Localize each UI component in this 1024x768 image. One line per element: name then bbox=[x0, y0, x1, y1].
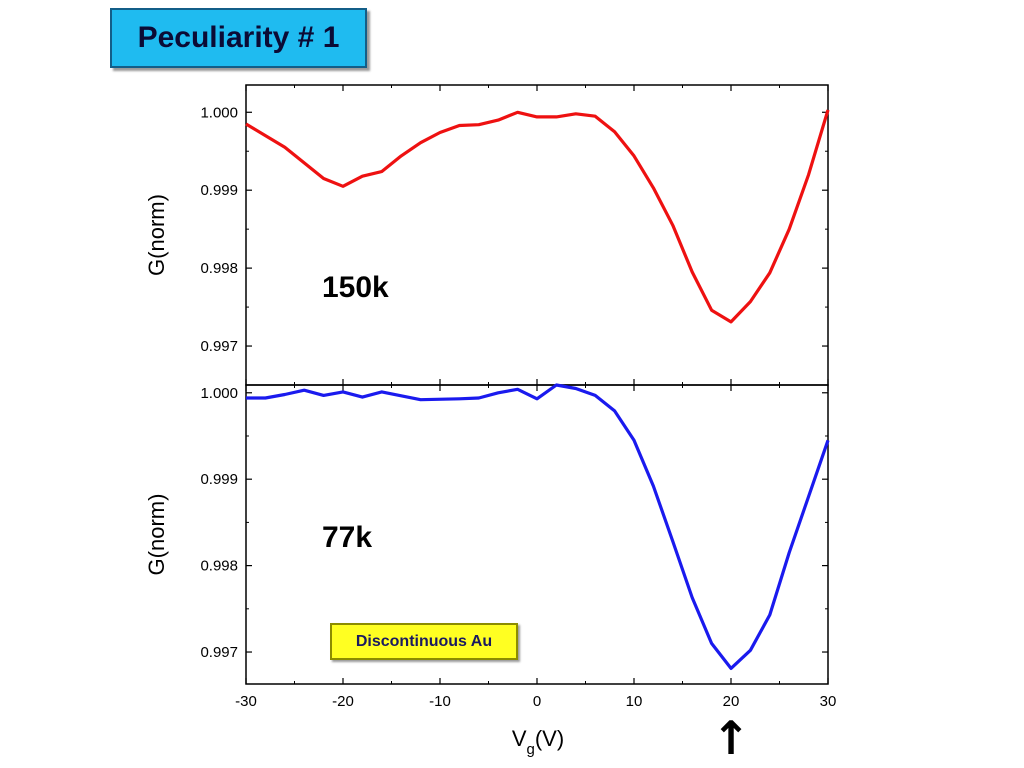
y-tick-label: 0.998 bbox=[200, 558, 238, 575]
y-tick-label: 0.998 bbox=[200, 260, 238, 277]
panel-label: 150k bbox=[322, 271, 389, 304]
y-tick-label: 0.999 bbox=[200, 471, 238, 488]
x-tick-label: -10 bbox=[429, 693, 451, 710]
y-tick-label: 0.999 bbox=[200, 182, 238, 199]
panel-frame bbox=[245, 84, 829, 386]
material-label-box: Discontinuous Au bbox=[330, 623, 518, 660]
x-tick-label: 10 bbox=[626, 693, 643, 710]
arrow-up-icon: ↑ bbox=[712, 711, 751, 765]
x-tick-label: 0 bbox=[533, 693, 541, 710]
series-line bbox=[245, 109, 830, 324]
y-axis-title: G(norm) bbox=[144, 194, 169, 276]
material-label: Discontinuous Au bbox=[355, 632, 493, 650]
panel-label: 77k bbox=[322, 521, 372, 554]
y-axis-title: G(norm) bbox=[144, 494, 169, 576]
slide-title: Peculiarity # 1 bbox=[137, 21, 340, 54]
y-tick-label: 0.997 bbox=[200, 644, 238, 661]
series-line bbox=[246, 383, 830, 671]
x-tick-label: -30 bbox=[235, 693, 257, 710]
x-tick-label: -20 bbox=[332, 693, 354, 710]
y-tick-label: 1.000 bbox=[200, 385, 238, 402]
x-axis-title-tail: (V) bbox=[535, 726, 564, 751]
x-axis-title: Vg(V) bbox=[512, 726, 564, 758]
x-tick-label: 30 bbox=[820, 693, 837, 710]
x-axis-title-main: V bbox=[512, 726, 527, 751]
x-axis-title-sub: g bbox=[527, 741, 535, 758]
panel-2: 0.997 0.998 0.999 1.000 G(norm) 77k bbox=[144, 383, 830, 685]
y-tick-label: 0.997 bbox=[200, 338, 238, 355]
x-axis: -30 -20 -10 0 10 20 30 bbox=[235, 693, 836, 710]
panel-1: 0.997 0.998 0.999 1.000 G(norm) 150k bbox=[144, 84, 830, 386]
y-tick-label: 1.000 bbox=[200, 104, 238, 121]
chart-panels: 0.9970.9980.9991.000G(norm)150k0.9970.99… bbox=[144, 84, 830, 685]
slide-title-box: Peculiarity # 1 bbox=[110, 8, 367, 68]
x-tick-label: 20 bbox=[723, 693, 740, 710]
